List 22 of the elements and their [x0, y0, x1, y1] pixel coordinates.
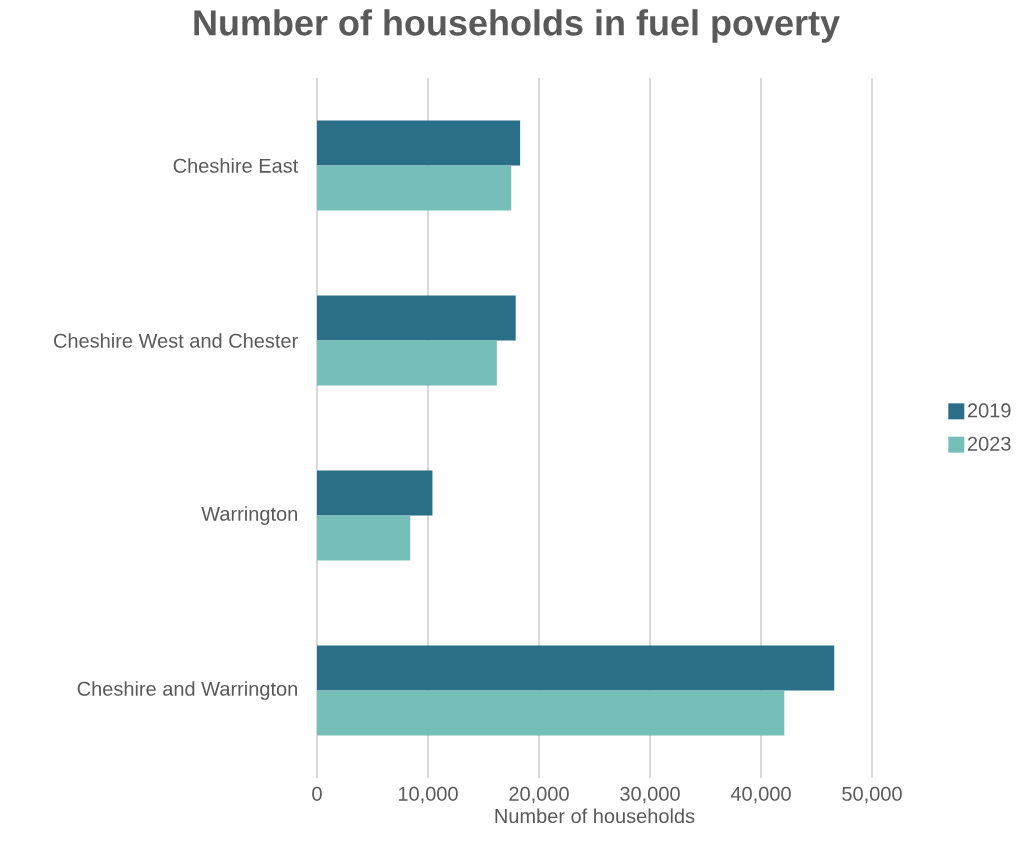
y-tick-label: Cheshire and Warrington [77, 681, 297, 700]
chart-title: Number of households in fuel poverty [194, 9, 840, 43]
bar [317, 165, 512, 211]
bar [317, 690, 785, 736]
y-tick-label: Cheshire East [173, 158, 299, 173]
x-tick-label: 40,000 [730, 786, 791, 804]
bar [317, 470, 433, 516]
x-tick-label: 10,000 [398, 786, 458, 804]
y-tick-label: Warrington [201, 506, 297, 525]
y-tick-label: Cheshire West and Chester [54, 333, 298, 348]
bar [317, 340, 497, 386]
bar [317, 295, 516, 341]
x-axis-title: Number of households [495, 808, 695, 824]
bar [317, 120, 521, 166]
bar [317, 645, 835, 691]
x-tick-label: 30,000 [620, 786, 680, 804]
x-tick-label: 50,000 [842, 786, 902, 804]
legend-label: 2019 [967, 403, 1011, 418]
legend-label: 2023 [967, 436, 1011, 451]
x-tick-label: 0 [312, 786, 322, 801]
bar [317, 515, 411, 561]
x-tick-label: 20,000 [509, 786, 569, 804]
